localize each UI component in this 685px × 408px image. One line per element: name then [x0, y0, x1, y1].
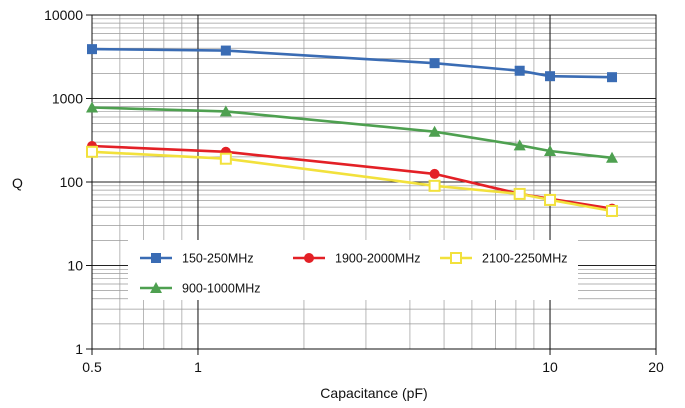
- legend-item: 2100-2250MHz: [440, 252, 567, 266]
- series-layer: [86, 44, 619, 217]
- series-900-1000MHz: [86, 101, 619, 163]
- x-tick-label: 20: [648, 359, 664, 375]
- y-tick-label: 1: [75, 341, 83, 357]
- legend-item: 1900-2000MHz: [293, 252, 420, 266]
- series-150-250MHz: [87, 44, 618, 83]
- data-point: [514, 65, 525, 76]
- data-point: [606, 204, 619, 217]
- data-point: [428, 179, 441, 192]
- legend-swatch-marker: [151, 253, 161, 263]
- y-tick-label: 100: [60, 174, 84, 190]
- data-point: [87, 44, 97, 55]
- legend-item: 900-1000MHz: [140, 282, 261, 296]
- legend: 150-250MHz 1900-2000MHz 2100-2250MHz 900-10…: [128, 240, 578, 300]
- data-point: [219, 105, 232, 117]
- data-point: [544, 193, 557, 206]
- x-tick-label: 0.5: [82, 359, 102, 375]
- data-point: [429, 58, 440, 69]
- series-line: [91, 150, 613, 213]
- x-axis-label: Capacitance (pF): [320, 385, 427, 401]
- legend-label: 900-1000MHz: [182, 282, 261, 296]
- legend-label: 150-250MHz: [182, 252, 254, 266]
- x-axis-ticks: 0.5 1 10 20: [82, 349, 664, 375]
- legend-item: 150-250MHz: [140, 252, 254, 266]
- legend-box: [128, 240, 578, 300]
- legend-swatch-marker: [150, 282, 162, 293]
- data-point: [220, 45, 231, 56]
- data-point: [86, 145, 98, 158]
- y-axis-label: Q: [12, 175, 23, 191]
- y-tick-label: 10: [67, 258, 83, 274]
- y-tick-label: 10000: [44, 7, 83, 23]
- series-2100-2250MHz: [86, 145, 619, 217]
- data-point: [606, 151, 619, 163]
- series-line: [91, 106, 613, 160]
- series-1900-2000MHz: [87, 140, 618, 214]
- y-axis-ticks: 1 10 100 1000 10000: [44, 7, 92, 357]
- data-point: [428, 125, 441, 137]
- minor-grid: [92, 15, 656, 349]
- data-point: [544, 145, 557, 157]
- legend-swatch-marker: [304, 253, 314, 263]
- data-point: [513, 187, 526, 200]
- data-point: [86, 101, 98, 113]
- legend-label: 2100-2250MHz: [482, 252, 567, 266]
- y-tick-label: 1000: [52, 91, 83, 107]
- series-line: [91, 47, 613, 79]
- x-tick-label: 10: [542, 359, 558, 375]
- data-point: [219, 152, 232, 165]
- data-point: [607, 72, 618, 83]
- legend-label: 1900-2000MHz: [335, 252, 420, 266]
- legend-swatch-marker: [450, 252, 462, 264]
- data-point: [429, 168, 440, 179]
- data-point: [513, 139, 526, 151]
- x-tick-label: 1: [194, 359, 202, 375]
- data-point: [545, 71, 556, 82]
